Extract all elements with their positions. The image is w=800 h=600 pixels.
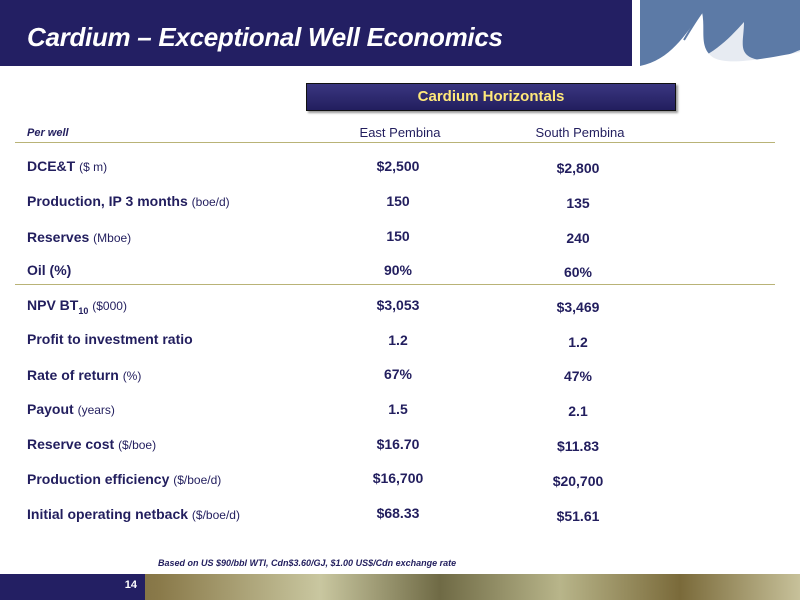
south-value: 1.2: [568, 334, 588, 350]
east-value: $16,700: [372, 470, 424, 486]
south-value: 2.1: [568, 403, 588, 419]
east-value: 150: [386, 228, 410, 244]
south-value: 47%: [563, 368, 593, 384]
south-value: $2,800: [556, 160, 600, 176]
header-divider: [15, 142, 775, 143]
row-label: Initial operating netback ($/boe/d): [27, 506, 240, 522]
row-label: Rate of return (%): [27, 367, 142, 383]
row-label: NPV BT10 ($000): [27, 297, 127, 316]
east-value: 1.2: [388, 332, 408, 348]
south-value: $51.61: [556, 508, 600, 524]
section-divider: [15, 284, 775, 285]
south-value: $3,469: [556, 299, 600, 315]
wave-logo-icon: [640, 0, 800, 66]
row-label: Oil (%): [27, 262, 72, 278]
south-value: 240: [566, 230, 590, 246]
east-value: 67%: [383, 366, 413, 382]
east-value: 90%: [383, 262, 413, 278]
column-header-east: East Pembina: [359, 125, 441, 140]
east-value: $2,500: [376, 158, 420, 174]
page-number: 14: [124, 579, 137, 591]
page-number-box: 14: [0, 574, 145, 600]
table-heading-label: Cardium Horizontals: [417, 88, 565, 105]
column-header-south: South Pembina: [535, 125, 625, 140]
east-value: $16.70: [376, 436, 420, 452]
row-label: Reserves (Mboe): [27, 229, 132, 245]
row-label: DCE&T ($ m): [27, 158, 108, 174]
row-label: Production, IP 3 months (boe/d): [27, 193, 230, 209]
page-title: Cardium – Exceptional Well Economics: [27, 22, 503, 52]
row-label: Reserve cost ($/boe): [27, 436, 157, 452]
south-value: 60%: [563, 264, 593, 280]
row-label: Profit to investment ratio: [27, 331, 193, 347]
east-value: 1.5: [388, 401, 408, 417]
title-bar: Cardium – Exceptional Well Economics: [0, 0, 632, 66]
footnote: Based on US $90/bbl WTI, Cdn$3.60/GJ, $1…: [158, 558, 457, 568]
table-heading: Cardium Horizontals: [306, 83, 676, 111]
south-value: $11.83: [556, 438, 600, 454]
east-value: 150: [386, 193, 410, 209]
east-value: $3,053: [376, 297, 420, 313]
south-value: $20,700: [552, 473, 604, 489]
row-label: Production efficiency ($/boe/d): [27, 471, 222, 487]
row-label: Payout (years): [27, 401, 115, 417]
per-well-label: Per well: [27, 127, 69, 139]
east-value: $68.33: [376, 505, 420, 521]
south-value: 135: [566, 195, 590, 211]
